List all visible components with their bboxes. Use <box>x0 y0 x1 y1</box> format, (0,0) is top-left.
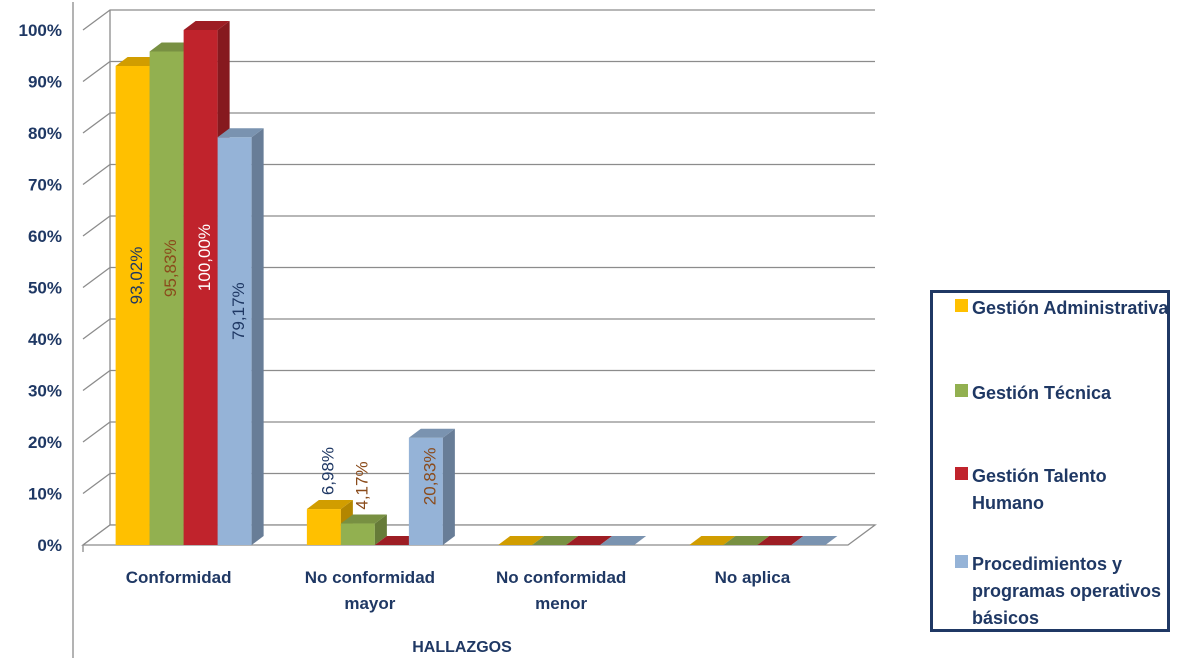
data-labels: 93,02% 95,83% 100,00% 79,17% 6,98% 4,17% 20,83… <box>127 224 439 510</box>
y-tick-label: 70% <box>28 176 62 195</box>
y-tick-label: 20% <box>28 433 62 452</box>
y-tick-label: 10% <box>28 485 62 504</box>
y-tick-label: 100% <box>19 21 62 40</box>
bar <box>566 536 613 545</box>
bar <box>723 536 770 545</box>
legend-label: Gestión Administrativa <box>972 298 1169 318</box>
category-label: Conformidad <box>126 568 232 587</box>
legend-label: Procedimientos y programas operativos bá… <box>972 554 1162 628</box>
bar <box>689 536 736 545</box>
legend-item: Gestión Técnica <box>955 380 1172 407</box>
bar <box>757 536 804 545</box>
legend-item: Procedimientos y programas operativos bá… <box>955 551 1177 632</box>
x-axis-title: HALLAZGOS <box>412 639 512 656</box>
y-axis-ticks: 0% 10% 20% 30% 40% 50% 60% 70% 80% 90% 100% <box>19 21 62 555</box>
data-label: 93,02% <box>127 247 146 305</box>
y-tick-label: 60% <box>28 227 62 246</box>
category-label: No aplica <box>715 568 791 587</box>
legend-label: Gestión Talento Humano <box>972 466 1107 513</box>
legend-label: Gestión Técnica <box>972 383 1112 403</box>
y-tick-label: 0% <box>37 536 62 555</box>
legend-item: Gestión Talento Humano <box>955 463 1172 517</box>
axes <box>72 2 877 658</box>
bar <box>600 536 647 545</box>
bar <box>532 536 579 545</box>
category-label: No conformidad mayor <box>305 568 435 613</box>
bar <box>340 514 387 545</box>
data-label: 79,17% <box>229 282 248 340</box>
y-tick-label: 50% <box>28 279 62 298</box>
x-axis-categories: Conformidad No conformidad mayor No conform… <box>126 568 791 613</box>
legend: Gestión Administrativa Gestión Técnica G… <box>930 290 1170 632</box>
bar <box>498 536 545 545</box>
legend-swatch <box>955 467 968 480</box>
category-label: No conformidad menor <box>496 568 626 613</box>
data-label: 100,00% <box>195 224 214 291</box>
y-tick-label: 30% <box>28 382 62 401</box>
data-label: 6,98% <box>318 447 337 495</box>
legend-swatch <box>955 555 968 568</box>
bar <box>791 536 838 545</box>
legend-swatch <box>955 384 968 397</box>
legend-swatch <box>955 299 968 312</box>
bar <box>408 428 455 545</box>
y-tick-label: 80% <box>28 124 62 143</box>
y-tick-label: 40% <box>28 330 62 349</box>
bar <box>217 128 264 545</box>
data-label: 4,17% <box>352 461 371 509</box>
legend-item: Gestión Administrativa <box>955 295 1172 322</box>
bars <box>115 21 838 546</box>
y-tick-label: 90% <box>28 73 62 92</box>
data-label: 95,83% <box>161 239 180 297</box>
data-label: 20,83% <box>420 448 439 506</box>
